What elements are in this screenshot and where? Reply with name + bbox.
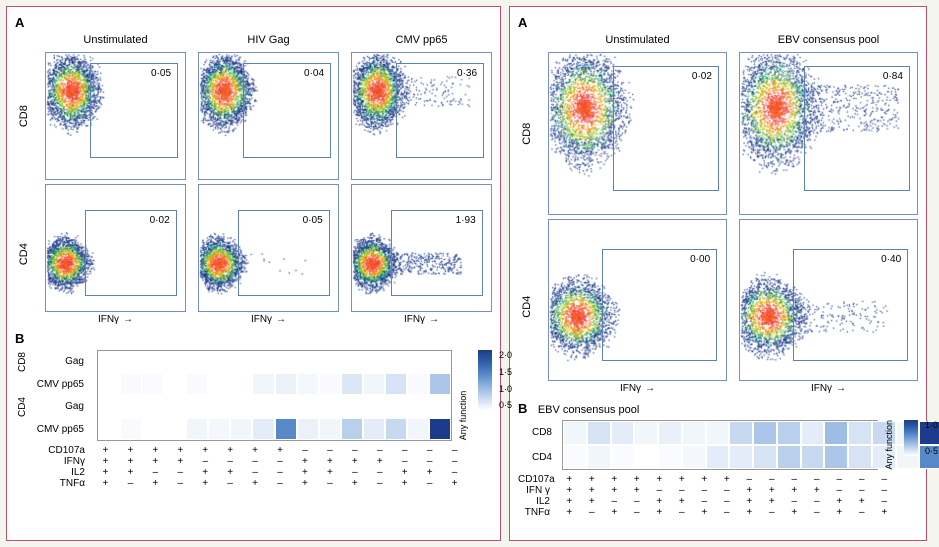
row-label-cd8: CD8 [518, 52, 536, 215]
axis-x: IFNγ→ [198, 314, 339, 325]
gate-value: 0·40 [881, 254, 901, 265]
axis-x: IFNγ→ [548, 383, 727, 394]
gate-value: 1·93 [456, 215, 476, 226]
heatmap-title: EBV consensus pool [538, 404, 640, 416]
colorbar-left: 2·01·51·00·5 [478, 350, 492, 410]
facs-plot: 0·05 IFNγ→ [198, 184, 339, 325]
gate-value: 0·05 [303, 215, 323, 226]
heatmap-row-labels: CD8Gag .CMV pp65 CD4Gag .CMV pp65 [15, 350, 93, 440]
left-panel: A Unstimulated HIV Gag CMV pp65 CD8 0·05… [6, 6, 501, 541]
heatmap-right [562, 420, 878, 470]
any-function-label: Any function [882, 420, 896, 470]
facs-plot: 0·05 [45, 52, 186, 180]
marker-grid-left: CD107a++++++++––––––– IFNγ++++––––++++––… [15, 445, 492, 489]
gate-value: 0·36 [457, 68, 477, 79]
gate-value: 0·00 [690, 254, 710, 265]
gate-value: 0·05 [151, 68, 171, 79]
facs-plot: 0·84 [739, 52, 918, 215]
section-label-a-left: A [15, 15, 492, 30]
facs-grid-left: Unstimulated HIV Gag CMV pp65 CD8 0·05 0… [15, 34, 492, 325]
colorbar-right: 1·00·5 [904, 420, 918, 456]
col-header: CMV pp65 [351, 34, 492, 48]
facs-plot: 0·36 [351, 52, 492, 180]
facs-plot: 0·02 [548, 52, 727, 215]
section-label-a-right: A [518, 15, 918, 30]
axis-x: IFNγ→ [351, 314, 492, 325]
section-label-b-right: B [518, 401, 527, 416]
gate-value: 0·04 [304, 68, 324, 79]
facs-plot: 0·00 IFNγ→ [548, 219, 727, 395]
col-header: HIV Gag [198, 34, 339, 48]
arrow-icon: → [645, 383, 655, 394]
any-function-label: Any function [456, 350, 470, 440]
row-label-cd4: CD4 [518, 219, 536, 395]
row-label-cd8: CD8 [15, 52, 33, 180]
row-label-cd4: CD4 [15, 184, 33, 325]
gate-value: 0·02 [150, 215, 170, 226]
arrow-icon: → [276, 314, 286, 325]
facs-plot: 0·40 IFNγ→ [739, 219, 918, 395]
facs-grid-right: Unstimulated EBV consensus pool CD8 0·02… [518, 34, 918, 394]
col-header: Unstimulated [548, 34, 727, 48]
axis-x: IFNγ→ [739, 383, 918, 394]
col-header: EBV consensus pool [739, 34, 918, 48]
facs-plot: 0·04 [198, 52, 339, 180]
facs-plot: 1·93 IFNγ→ [351, 184, 492, 325]
gate-value: 0·84 [883, 71, 903, 82]
facs-plot: 0·02 IFNγ→ [45, 184, 186, 325]
axis-x: IFNγ→ [45, 314, 186, 325]
right-panel: A Unstimulated EBV consensus pool CD8 0·… [509, 6, 927, 541]
arrow-icon: → [836, 383, 846, 394]
section-label-b-left: B [15, 331, 492, 346]
heatmap-row-labels: CD8 CD4 [518, 420, 558, 470]
gate-value: 0·02 [692, 71, 712, 82]
marker-grid-right: CD107a++++++++––––––– IFN γ++++––––++++–… [518, 474, 918, 518]
col-header: Unstimulated [45, 34, 186, 48]
arrow-icon: → [123, 314, 133, 325]
heatmap-left [97, 350, 452, 440]
arrow-icon: → [429, 314, 439, 325]
